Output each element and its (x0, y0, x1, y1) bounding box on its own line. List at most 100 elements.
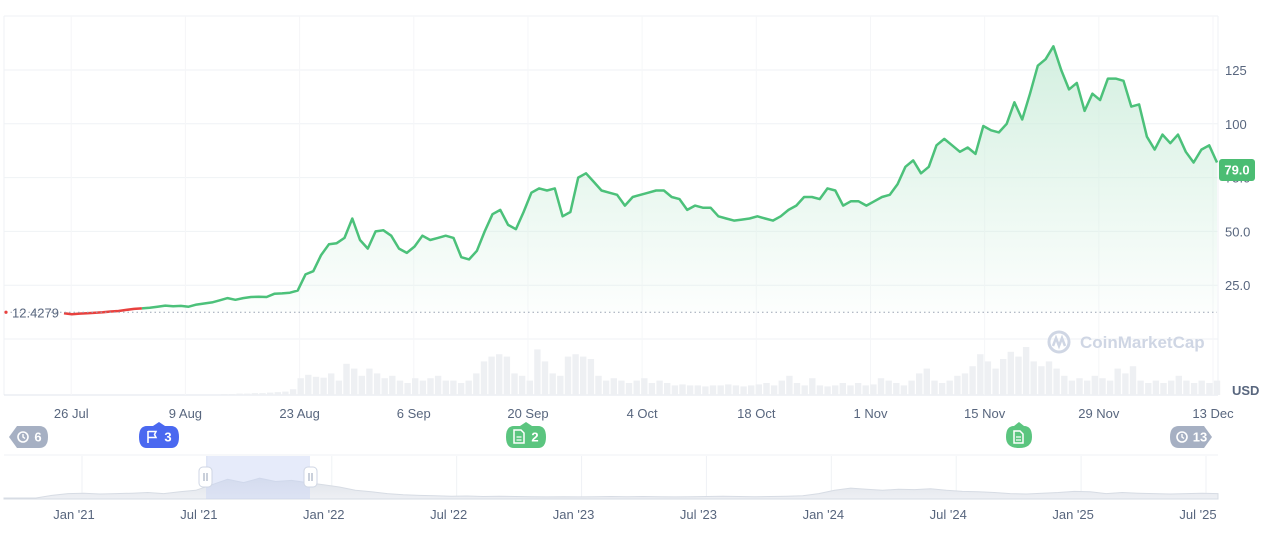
volume-bar (931, 380, 938, 395)
volume-bar (1213, 380, 1221, 395)
volume-bar (717, 385, 724, 395)
volume-bar (488, 356, 495, 395)
navigator-x-axis: Jan '21 Jul '21 Jan '22 Jul '22 Jan '23 Jul '… (53, 507, 1216, 522)
volume-bar (1030, 361, 1037, 395)
volume-bar (1129, 366, 1137, 395)
volume-bar (389, 375, 396, 395)
volume-bar (457, 383, 465, 395)
event-news[interactable]: 2 (506, 422, 546, 448)
volume-bar (908, 380, 915, 395)
volume-bar (404, 383, 411, 395)
volume-bar (770, 385, 778, 395)
x-tick-label: 1 Nov (853, 406, 887, 421)
volume-bar (1084, 380, 1091, 395)
volume-bar (702, 386, 709, 395)
y-tick-label: 100 (1225, 117, 1247, 132)
range-navigator[interactable]: Jan '21 Jul '21 Jan '22 Jul '22 Jan '23 Jul '… (3, 454, 1219, 522)
navigator-right-handle[interactable] (303, 466, 318, 488)
volume-bar (564, 356, 572, 395)
volume-bar (839, 383, 846, 395)
volume-bar (885, 380, 892, 395)
volume-bar (358, 375, 365, 395)
volume-bar (1091, 375, 1098, 395)
volume-bar (580, 356, 587, 395)
start-price-label: 12.4279 (12, 305, 59, 320)
x-tick-label: 6 Sep (397, 406, 431, 421)
event-history-end[interactable]: 13 (1170, 426, 1212, 448)
volume-bar (320, 377, 327, 395)
volume-bar (1015, 356, 1022, 395)
volume-bar (1000, 359, 1007, 395)
y-tick-label: 125 (1225, 63, 1247, 78)
volume-bar (1106, 380, 1114, 395)
volume-bar (602, 380, 610, 395)
event-news-single[interactable] (1006, 422, 1032, 448)
event-flag[interactable]: 3 (139, 422, 179, 448)
navigator-x-tick-label: Jul '21 (180, 507, 217, 522)
volume-bar (786, 375, 793, 395)
volume-bar (1183, 380, 1190, 395)
history-icon (1176, 431, 1188, 443)
volume-bar (335, 380, 343, 395)
volume-bar (1160, 383, 1167, 395)
volume-bar (297, 378, 304, 395)
volume-bar (228, 394, 236, 395)
event-count: 6 (34, 430, 41, 445)
volume-bar (618, 380, 625, 395)
volume-bar (1190, 383, 1198, 395)
volume-bar (847, 385, 854, 395)
volume-bar (824, 386, 831, 395)
document-icon (513, 429, 525, 444)
volume-bar (809, 378, 816, 395)
navigator-left-handle[interactable] (198, 466, 213, 488)
volume-bar (862, 385, 869, 395)
volume-bar (656, 380, 663, 395)
volume-bar (1007, 351, 1014, 395)
volume-bar (1145, 383, 1152, 395)
volume-bar (595, 375, 602, 395)
volume-bar (312, 376, 320, 395)
volume-bar (1137, 380, 1144, 395)
volume-bar (419, 380, 427, 395)
volume-bar (954, 375, 961, 395)
price-line-up (141, 45, 1219, 310)
navigator-grid (81, 456, 1207, 499)
event-history-start[interactable]: 6 (9, 426, 48, 448)
navigator-x-tick-label: Jul '22 (430, 507, 467, 522)
volume-bar (1038, 366, 1045, 395)
volume-bar (351, 368, 358, 395)
volume-bar (557, 375, 564, 395)
volume-bar (572, 354, 579, 395)
volume-bar (961, 373, 969, 395)
price-line-down (63, 307, 142, 316)
volume-bar (450, 380, 457, 395)
volume-bar (518, 375, 526, 395)
volume-bar (732, 385, 740, 395)
volume-bar (1061, 375, 1068, 395)
volume-bar (442, 380, 449, 395)
volume-bar (1053, 368, 1060, 395)
volume-bar (534, 349, 541, 395)
volume-bar (274, 392, 281, 395)
navigator-x-tick-label: Jan '25 (1052, 507, 1094, 522)
volume-bar (946, 380, 953, 395)
volume-bar (641, 378, 648, 395)
watermark-text: CoinMarketCap (1080, 333, 1205, 352)
volume-bar (412, 378, 419, 395)
navigator-area (3, 477, 1219, 500)
volume-bar (877, 378, 885, 395)
navigator-selection[interactable] (206, 456, 310, 499)
volume-bar (549, 373, 556, 395)
x-tick-label: 18 Oct (737, 406, 776, 421)
volume-bar (801, 385, 808, 395)
volume-bar (343, 363, 350, 395)
x-tick-label: 4 Oct (627, 406, 658, 421)
event-count: 2 (531, 430, 538, 445)
y-tick-label: 25.0 (1225, 278, 1250, 293)
volume-bar (694, 385, 701, 395)
y-tick-label: 50.0 (1225, 224, 1250, 239)
volume-bar (465, 380, 472, 395)
volume-bar (1068, 380, 1076, 395)
volume-bar (832, 385, 839, 395)
